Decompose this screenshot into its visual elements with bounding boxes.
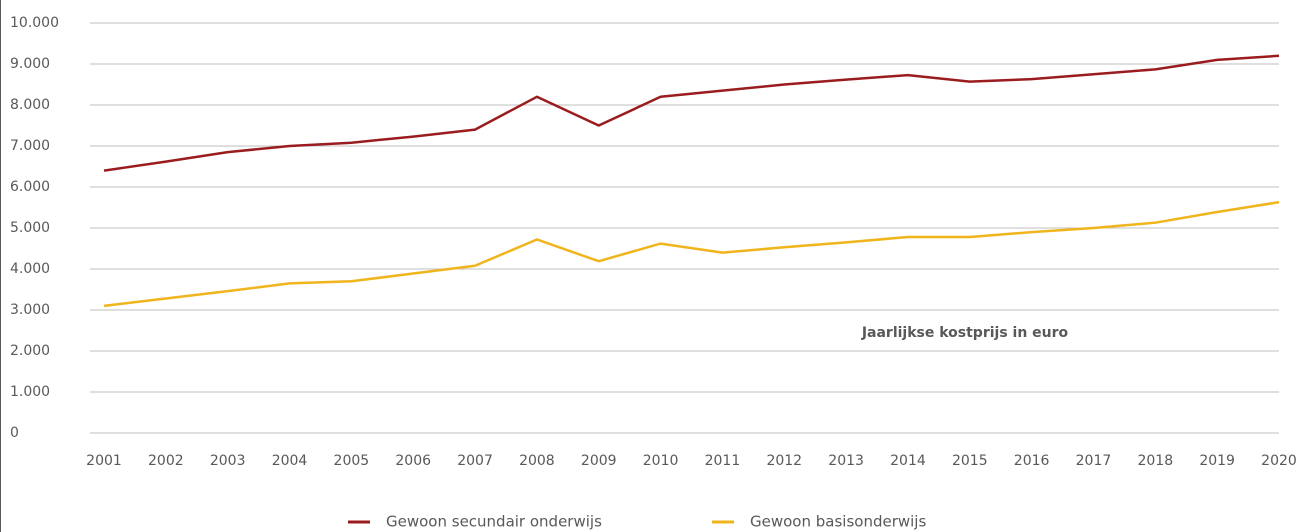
x-tick-label: 2001 — [86, 453, 122, 469]
y-tick-label: 5.000 — [10, 220, 50, 236]
x-tick-label: 2008 — [519, 453, 555, 469]
y-tick-label: 0 — [10, 425, 19, 441]
x-tick-label: 2006 — [395, 453, 431, 469]
y-tick-label: 6.000 — [10, 179, 50, 195]
x-tick-label: 2010 — [643, 453, 679, 469]
x-tick-label: 2018 — [1137, 453, 1173, 469]
x-tick-label: 2013 — [828, 453, 864, 469]
x-tick-label: 2015 — [952, 453, 988, 469]
x-tick-label: 2011 — [705, 453, 741, 469]
series-line — [103, 200, 1280, 308]
y-tick-label: 1.000 — [10, 384, 50, 400]
x-tick-label: 2009 — [581, 453, 617, 469]
x-tick-label: 2004 — [272, 453, 308, 469]
x-tick-label: 2007 — [457, 453, 493, 469]
annotation: Jaarlijkse kostprijs in euro — [861, 325, 1069, 341]
y-tick-label: 8.000 — [10, 97, 50, 113]
y-tick-label: 2.000 — [10, 343, 50, 359]
y-tick-label: 10.000 — [10, 15, 59, 31]
x-tick-label: 2002 — [148, 453, 184, 469]
x-tick-label: 2020 — [1261, 453, 1297, 469]
x-tick-label: 2005 — [334, 453, 370, 469]
x-tick-label: 2017 — [1076, 453, 1112, 469]
x-tick-label: 2003 — [210, 453, 246, 469]
x-tick-label: 2014 — [890, 453, 926, 469]
x-tick-label: 2019 — [1199, 453, 1235, 469]
y-tick-label: 7.000 — [10, 138, 50, 154]
y-tick-label: 9.000 — [10, 56, 50, 72]
series-line — [103, 54, 1280, 172]
x-tick-label: 2012 — [766, 453, 802, 469]
y-tick-label: 3.000 — [10, 302, 50, 318]
legend-label: Gewoon basisonderwijs — [750, 513, 926, 531]
y-tick-label: 4.000 — [10, 261, 50, 277]
x-tick-label: 2016 — [1014, 453, 1050, 469]
legend-label: Gewoon secundair onderwijs — [386, 513, 602, 531]
